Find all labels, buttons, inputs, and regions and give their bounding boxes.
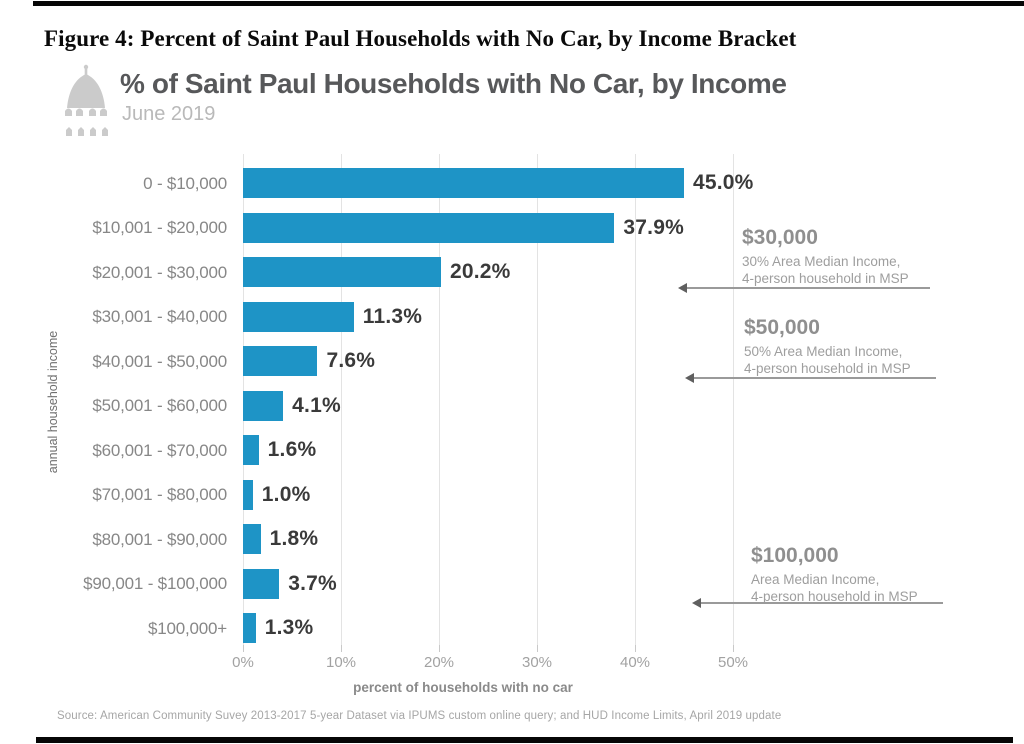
annotation-arrow-100k [692,598,943,608]
bar-category-label: $50,001 - $60,000 [92,396,227,415]
bar [243,346,318,376]
annotation-line: Area Median Income, [751,572,880,587]
annotation-arrow-50k [685,373,936,383]
bar-category-label: $90,001 - $100,000 [83,574,227,593]
annotation-line: 50% Area Median Income, [744,344,903,359]
arrowhead-left-icon [685,373,694,383]
x-tick-label: 40% [619,654,651,671]
bar-value-label: 1.6% [267,438,317,461]
source-note: Source: American Community Suvey 2013-20… [57,710,782,722]
x-axis-tick [537,645,538,652]
x-axis-tick [635,645,636,652]
bar [243,479,253,510]
chart-subtitle: June 2019 [122,103,216,125]
bar-category-label: $30,001 - $40,000 [92,307,227,326]
x-tick-label: 0% [232,654,254,671]
annotation-line: 4-person household in MSP [744,361,911,376]
gridline [537,154,538,645]
x-axis-title: percent of households with no car [353,680,573,695]
arrowhead-left-icon [692,598,701,608]
gridline [439,154,440,645]
annotation-30k: $30,000 30% Area Median Income, 4-person… [742,225,1002,287]
capitol-dome-logo-icon [58,64,114,143]
bar [243,613,256,643]
x-axis-tick [243,645,244,652]
bar-value-label: 20.2% [449,260,511,283]
figure-caption: Figure 4: Percent of Saint Paul Househol… [44,26,797,51]
bar-value-label: 4.1% [292,393,341,417]
bar-category-label: $60,001 - $70,000 [92,440,227,460]
bar-value-label: 45.0% [693,171,754,194]
annotation-line: 4-person household in MSP [742,271,909,286]
annotation-line: 30% Area Median Income, [742,254,901,269]
bar-value-label: 1.0% [261,482,311,506]
gridline [733,154,734,645]
bar-category-label: $100,000+ [147,618,227,638]
annotation-heading: $50,000 [744,316,820,339]
bar-category-label: $20,001 - $30,000 [92,262,227,282]
annotation-50k: $50,000 50% Area Median Income, 4-person… [744,315,1004,377]
arrowhead-left-icon [678,283,687,293]
bar-value-label: 1.8% [269,527,319,550]
top-border-rule [33,1,1024,6]
x-axis-tick [439,645,440,652]
bar-value-label: 11.3% [362,304,423,328]
bar [243,524,261,554]
bar-value-label: 7.6% [326,349,376,372]
gridline [635,154,636,645]
bar [243,212,615,243]
annotation-heading: $100,000 [751,544,839,567]
bar [243,257,441,287]
x-tick-label: 30% [521,654,553,671]
x-tick-label: 50% [717,654,749,671]
x-tick-label: 10% [325,654,357,671]
chart-title: % of Saint Paul Households with No Car, … [120,68,787,99]
annotation-line: 4-person household in MSP [751,589,918,604]
bar [243,390,284,421]
bottom-border-rule [36,737,1013,743]
x-axis-tick [733,645,734,652]
annotation-100k: $100,000 Area Median Income, 4-person ho… [751,543,1011,605]
bar-category-label: 0 - $10,000 [143,173,227,193]
bar-value-label: 37.9% [623,215,684,239]
bar-value-label: 3.7% [288,571,337,595]
bar [243,301,354,332]
bar-category-label: $70,001 - $80,000 [92,485,227,504]
bar-value-label: 1.3% [264,616,314,639]
bar-category-label: $80,001 - $90,000 [92,529,227,549]
bar-category-label: $10,001 - $20,000 [92,218,227,237]
bar-category-label: $40,001 - $50,000 [92,351,227,371]
gridline [341,154,342,645]
annotation-arrow-30k [678,283,930,293]
x-tick-label: 20% [423,654,455,671]
bar [243,568,280,599]
bar [243,435,259,465]
bar [243,168,684,198]
annotation-heading: $30,000 [742,226,818,249]
x-axis-tick [341,645,342,652]
